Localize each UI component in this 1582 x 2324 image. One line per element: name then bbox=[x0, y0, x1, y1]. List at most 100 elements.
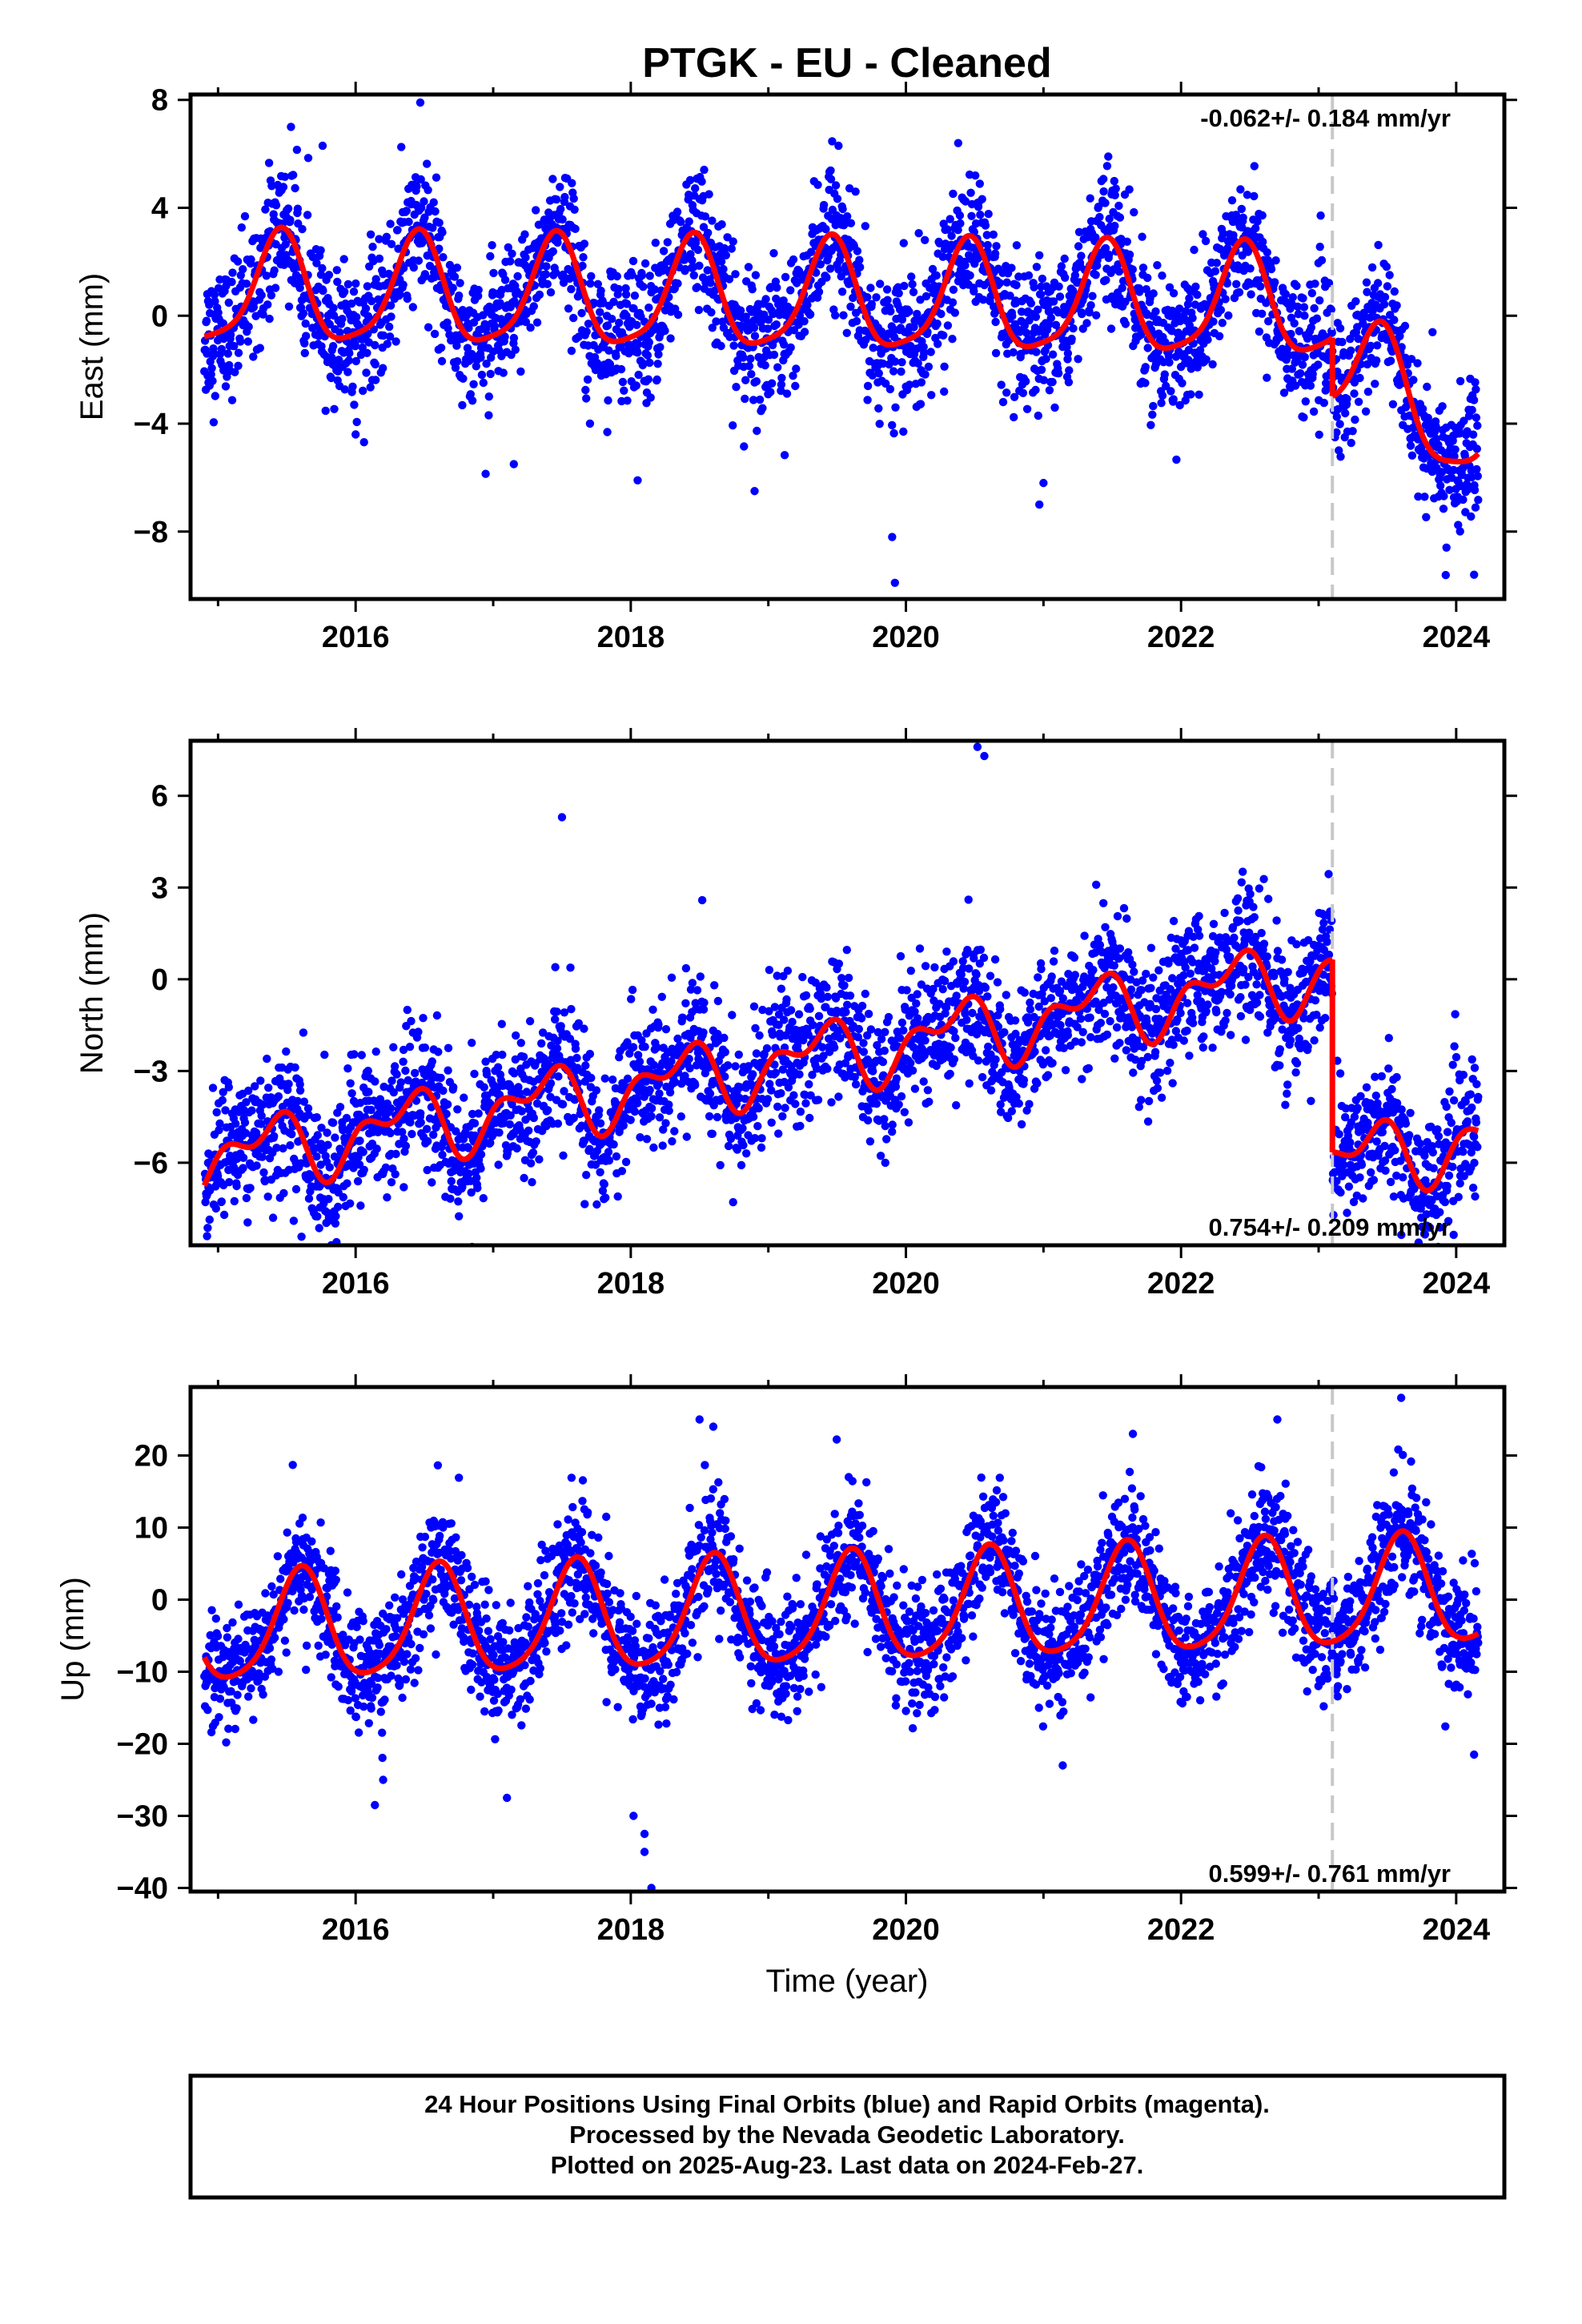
data-point bbox=[401, 1066, 410, 1076]
outlier-point bbox=[287, 123, 295, 131]
data-point bbox=[888, 1120, 897, 1129]
data-point bbox=[789, 326, 799, 335]
data-point bbox=[962, 1015, 971, 1024]
data-point bbox=[879, 1071, 888, 1080]
data-point bbox=[782, 995, 791, 1004]
data-point bbox=[1215, 332, 1224, 340]
data-point bbox=[356, 1201, 365, 1210]
data-point bbox=[700, 998, 709, 1007]
data-point bbox=[416, 175, 425, 184]
data-point bbox=[942, 947, 951, 956]
data-point bbox=[629, 304, 638, 313]
data-point bbox=[207, 370, 215, 379]
data-point bbox=[1050, 403, 1059, 412]
data-point bbox=[237, 223, 246, 232]
data-point bbox=[661, 326, 669, 336]
data-point bbox=[890, 357, 900, 366]
data-point bbox=[691, 1080, 700, 1090]
data-point bbox=[685, 175, 695, 185]
data-point bbox=[841, 1007, 850, 1017]
data-point bbox=[821, 224, 830, 234]
data-point bbox=[1064, 378, 1074, 387]
data-point bbox=[571, 224, 580, 233]
data-point bbox=[986, 292, 995, 301]
data-point bbox=[622, 300, 632, 308]
data-point bbox=[1008, 312, 1017, 320]
data-point bbox=[654, 350, 663, 359]
data-point bbox=[1185, 294, 1194, 303]
data-point bbox=[316, 270, 326, 279]
data-point bbox=[259, 310, 267, 319]
data-point bbox=[729, 341, 738, 350]
data-point bbox=[1327, 328, 1336, 337]
data-point bbox=[265, 314, 274, 324]
data-point bbox=[1218, 319, 1227, 328]
data-point bbox=[1035, 251, 1044, 259]
data-point bbox=[693, 283, 702, 292]
data-point bbox=[295, 283, 304, 292]
data-point bbox=[889, 428, 898, 438]
data-point bbox=[1472, 444, 1482, 453]
data-point bbox=[399, 263, 408, 272]
data-point bbox=[808, 1071, 817, 1080]
data-point bbox=[834, 959, 844, 968]
data-point bbox=[1467, 512, 1476, 521]
outlier-point bbox=[351, 430, 360, 439]
data-point bbox=[699, 1005, 709, 1014]
data-point bbox=[211, 392, 219, 400]
data-point bbox=[559, 1151, 568, 1160]
data-point bbox=[997, 380, 1006, 389]
data-point bbox=[454, 1197, 463, 1206]
data-point bbox=[637, 271, 646, 280]
data-point bbox=[799, 1035, 808, 1045]
data-point bbox=[693, 986, 702, 995]
data-point bbox=[925, 1097, 934, 1107]
data-point bbox=[274, 1092, 283, 1101]
data-point bbox=[1362, 278, 1371, 287]
data-point bbox=[345, 348, 354, 358]
data-point bbox=[1202, 355, 1211, 364]
data-point bbox=[764, 316, 773, 324]
data-point bbox=[728, 1011, 737, 1019]
data-point bbox=[876, 279, 885, 288]
data-point bbox=[375, 235, 383, 243]
data-point bbox=[325, 320, 334, 329]
data-point bbox=[974, 1056, 983, 1065]
data-point bbox=[656, 343, 665, 352]
data-point bbox=[293, 1096, 303, 1106]
data-point bbox=[1049, 297, 1058, 306]
data-point bbox=[323, 1140, 332, 1149]
data-point bbox=[774, 1020, 783, 1030]
data-point bbox=[940, 362, 949, 371]
data-point bbox=[1382, 262, 1391, 271]
data-point bbox=[1251, 223, 1260, 233]
data-point bbox=[227, 277, 236, 287]
data-point bbox=[1091, 233, 1100, 242]
data-point bbox=[978, 1072, 987, 1082]
data-point bbox=[244, 1086, 253, 1096]
data-point bbox=[271, 201, 281, 210]
data-point bbox=[1243, 191, 1252, 199]
data-point bbox=[831, 181, 841, 190]
data-point bbox=[394, 244, 403, 253]
data-point bbox=[842, 946, 852, 955]
data-point bbox=[710, 981, 719, 990]
data-point bbox=[525, 1017, 535, 1026]
data-point bbox=[750, 332, 760, 340]
data-point bbox=[404, 217, 413, 227]
data-point bbox=[1311, 279, 1319, 288]
data-point bbox=[1279, 388, 1289, 397]
data-point bbox=[645, 271, 654, 280]
data-point bbox=[617, 1167, 627, 1176]
data-point bbox=[582, 394, 591, 403]
data-point bbox=[712, 317, 721, 326]
data-point bbox=[1101, 199, 1110, 207]
data-point bbox=[347, 1089, 356, 1098]
data-point bbox=[950, 1055, 959, 1064]
data-point bbox=[621, 283, 630, 293]
data-point bbox=[212, 1108, 221, 1117]
data-point bbox=[420, 270, 430, 279]
data-point bbox=[614, 284, 623, 294]
data-point bbox=[570, 205, 579, 214]
data-point bbox=[1441, 570, 1451, 580]
